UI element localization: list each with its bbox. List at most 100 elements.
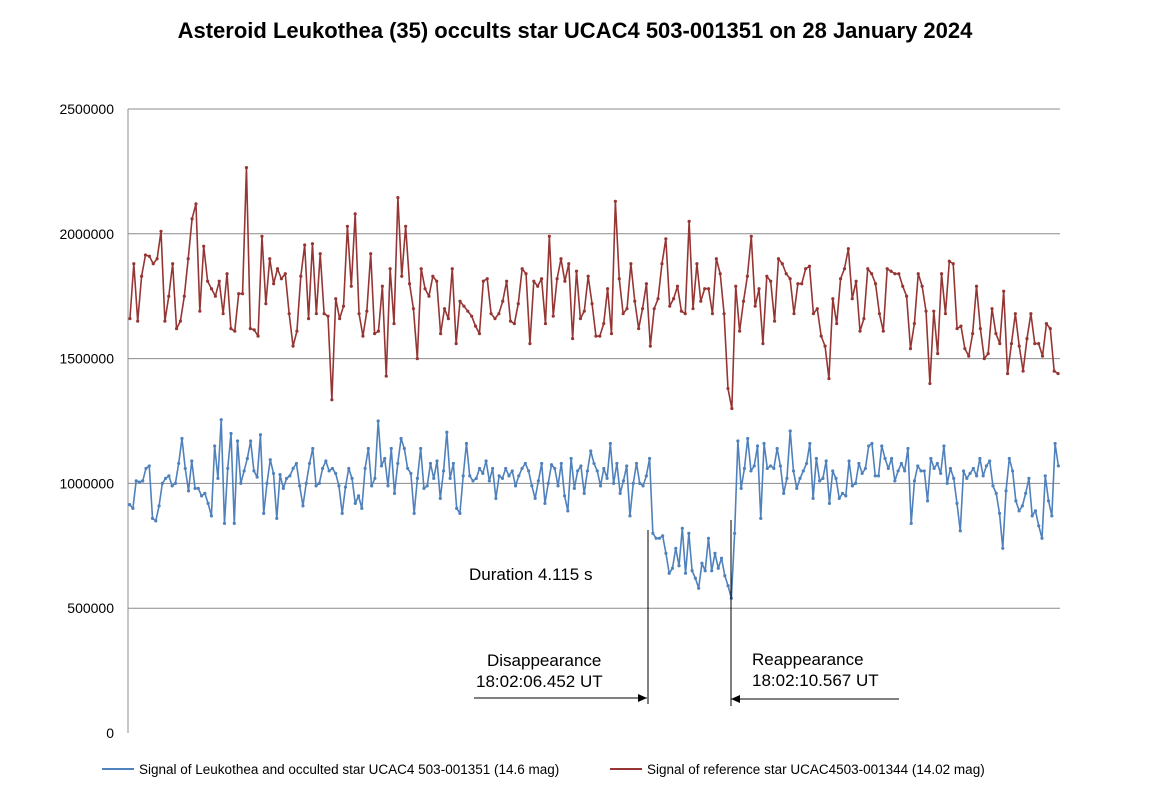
data-point bbox=[311, 446, 315, 451]
data-point bbox=[546, 481, 550, 485]
legend-label-reference-star: Signal of reference star UCAC4503-001344… bbox=[647, 762, 985, 777]
data-point bbox=[788, 277, 792, 281]
data-point bbox=[543, 322, 548, 326]
data-point bbox=[137, 480, 142, 484]
y-tick-label: 500000 bbox=[67, 600, 114, 616]
data-point bbox=[965, 476, 969, 481]
data-point bbox=[834, 476, 838, 481]
data-point bbox=[1037, 342, 1041, 346]
data-point bbox=[154, 519, 158, 523]
data-point bbox=[473, 324, 478, 328]
data-point bbox=[925, 499, 930, 503]
data-point bbox=[474, 476, 478, 481]
data-point bbox=[857, 461, 861, 466]
data-point bbox=[458, 511, 462, 515]
data-point bbox=[638, 481, 642, 485]
data-point bbox=[406, 466, 410, 471]
data-point bbox=[314, 312, 318, 316]
data-point bbox=[157, 504, 161, 508]
data-point bbox=[553, 466, 557, 471]
data-point bbox=[1050, 514, 1054, 518]
data-point bbox=[1056, 464, 1060, 468]
data-point bbox=[821, 476, 825, 481]
data-point bbox=[186, 257, 190, 261]
data-point bbox=[295, 329, 299, 333]
data-point bbox=[784, 272, 788, 276]
data-point bbox=[776, 257, 781, 261]
data-point bbox=[945, 481, 949, 485]
data-point bbox=[978, 327, 982, 331]
data-point bbox=[347, 466, 351, 471]
data-point bbox=[804, 267, 808, 271]
data-point bbox=[173, 481, 178, 485]
data-point bbox=[1017, 509, 1021, 513]
data-point bbox=[164, 476, 168, 481]
data-point bbox=[939, 471, 943, 476]
data-point bbox=[788, 429, 792, 433]
data-point bbox=[863, 466, 868, 471]
data-point bbox=[613, 199, 617, 203]
data-point bbox=[199, 494, 204, 498]
data-point bbox=[1040, 354, 1045, 358]
data-point bbox=[782, 491, 786, 495]
data-point bbox=[858, 329, 862, 333]
data-point bbox=[703, 287, 707, 291]
data-point bbox=[920, 284, 924, 288]
data-point bbox=[167, 474, 171, 478]
data-point bbox=[320, 466, 325, 471]
data-point bbox=[1010, 469, 1015, 473]
series-layer bbox=[128, 166, 1060, 600]
data-point bbox=[217, 279, 221, 283]
data-point bbox=[889, 456, 894, 461]
data-point bbox=[349, 284, 353, 288]
data-point bbox=[656, 297, 660, 301]
data-point bbox=[226, 466, 230, 471]
data-point bbox=[471, 479, 475, 483]
data-point bbox=[441, 469, 446, 473]
data-point bbox=[493, 317, 497, 321]
data-point bbox=[893, 272, 897, 276]
data-point bbox=[448, 476, 452, 481]
data-point bbox=[807, 264, 812, 268]
data-point bbox=[837, 496, 841, 500]
data-point bbox=[889, 269, 893, 273]
data-point bbox=[928, 381, 932, 386]
data-point bbox=[445, 430, 449, 434]
data-point bbox=[242, 469, 246, 473]
data-point bbox=[182, 294, 186, 298]
data-point bbox=[908, 347, 913, 351]
data-point bbox=[909, 521, 913, 525]
data-point bbox=[1013, 312, 1017, 316]
data-point bbox=[668, 304, 672, 308]
data-point bbox=[640, 307, 645, 311]
data-point bbox=[1007, 456, 1011, 461]
data-point bbox=[370, 484, 374, 488]
data-point bbox=[667, 571, 671, 575]
data-point bbox=[458, 299, 462, 303]
data-point bbox=[873, 474, 877, 478]
data-point bbox=[334, 297, 338, 301]
data-point bbox=[739, 486, 743, 490]
data-point bbox=[690, 569, 694, 573]
data-point bbox=[952, 476, 956, 481]
y-tick-label: 2500000 bbox=[59, 101, 114, 117]
data-point bbox=[304, 481, 308, 485]
data-point bbox=[796, 282, 800, 286]
data-point bbox=[589, 449, 593, 453]
data-point bbox=[804, 461, 809, 466]
data-point bbox=[159, 229, 163, 233]
data-point bbox=[244, 166, 249, 170]
data-point bbox=[278, 473, 282, 477]
data-point bbox=[935, 461, 939, 466]
data-point bbox=[963, 347, 967, 351]
data-point bbox=[738, 329, 742, 333]
y-tick-label: 0 bbox=[106, 725, 114, 741]
data-point bbox=[746, 436, 750, 441]
data-point bbox=[617, 277, 621, 281]
data-point bbox=[134, 479, 138, 483]
data-point bbox=[590, 302, 594, 306]
data-point bbox=[415, 476, 420, 481]
data-point bbox=[131, 506, 135, 510]
data-point bbox=[687, 531, 691, 535]
data-point bbox=[411, 307, 416, 311]
